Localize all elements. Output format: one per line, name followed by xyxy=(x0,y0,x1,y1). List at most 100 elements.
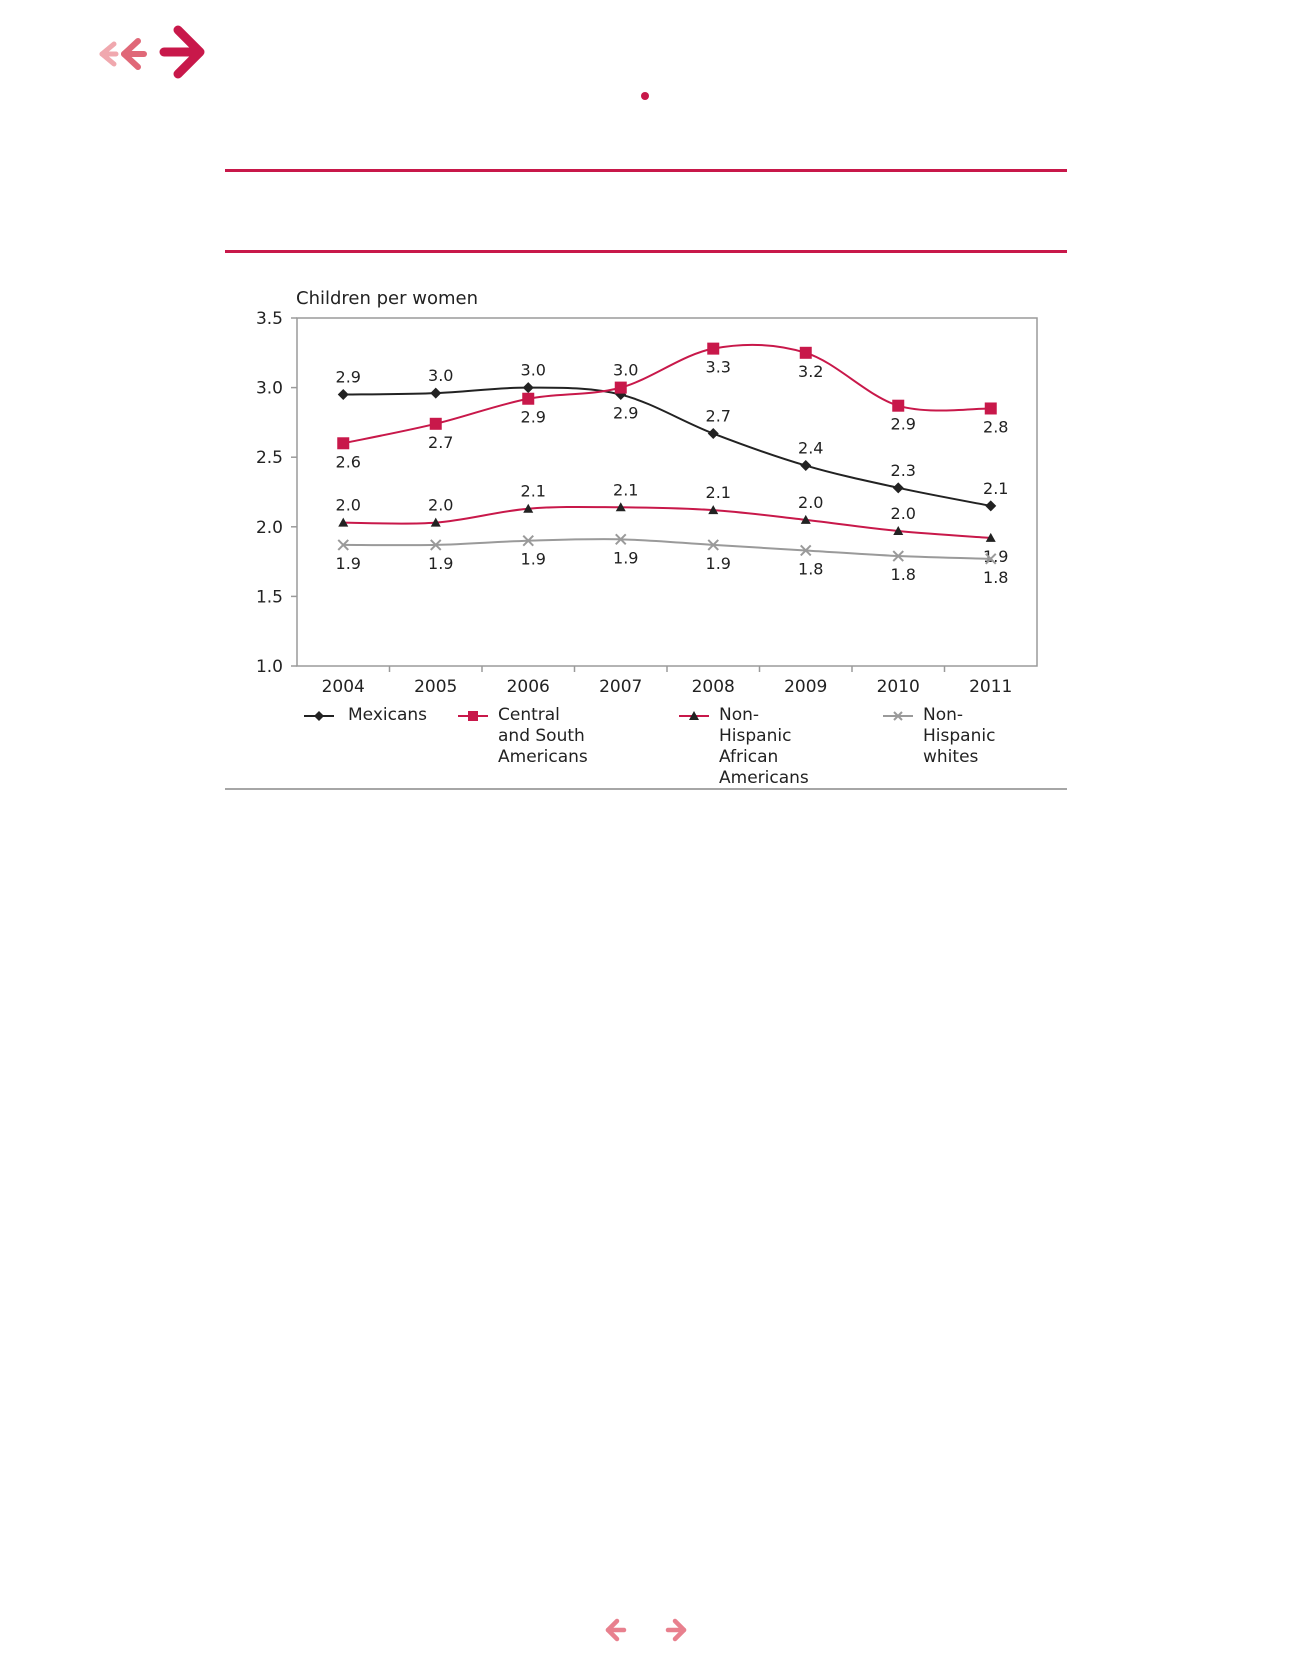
data-label: 2.0 xyxy=(336,496,361,515)
y-tick-label: 2.0 xyxy=(256,518,283,538)
data-label: 2.1 xyxy=(706,483,731,502)
data-label: 2.3 xyxy=(891,461,916,480)
data-point-diamond xyxy=(707,428,719,440)
data-point-square xyxy=(707,342,720,355)
data-label: 2.0 xyxy=(428,496,453,515)
data-label: 2.1 xyxy=(983,479,1008,498)
data-label: 2.7 xyxy=(706,407,731,426)
data-label: 2.0 xyxy=(891,504,916,523)
x-axis: 2004 2005 2006 2007 2008 2009 2010 2011 xyxy=(322,666,1012,697)
arrow-right-icon[interactable] xyxy=(662,1615,692,1645)
y-tick-label: 2.5 xyxy=(256,448,283,468)
data-point-square xyxy=(337,437,350,450)
data-label: 1.8 xyxy=(891,565,916,584)
data-point-triangle xyxy=(708,505,719,515)
data-label: 2.8 xyxy=(983,417,1008,436)
data-point-diamond xyxy=(985,500,997,512)
x-tick-label: 2007 xyxy=(599,677,642,697)
x-tick-label: 2008 xyxy=(692,677,735,697)
series-line xyxy=(343,538,991,560)
legend-key-triangle xyxy=(679,711,709,720)
data-point-diamond xyxy=(522,382,534,394)
data-point-square xyxy=(429,417,442,430)
data-point-triangle xyxy=(338,517,349,527)
data-point-square xyxy=(799,346,812,359)
series-line xyxy=(343,343,991,445)
data-label: 2.1 xyxy=(613,480,638,499)
data-point-square xyxy=(892,399,905,412)
data-label: 3.0 xyxy=(428,366,453,385)
data-point-square xyxy=(614,381,627,394)
data-point-triangle xyxy=(893,525,904,535)
y-tick-label: 3.5 xyxy=(256,309,283,329)
x-tick-label: 2010 xyxy=(877,677,920,697)
data-label: 3.0 xyxy=(521,361,546,380)
data-label: 1.8 xyxy=(983,568,1008,587)
data-point-x xyxy=(615,533,627,546)
x-tick-label: 2005 xyxy=(414,677,457,697)
chart-bottom-rule xyxy=(225,788,1067,790)
data-point-triangle xyxy=(523,503,534,513)
legend-key-square xyxy=(458,711,488,721)
data-point-triangle xyxy=(985,532,996,542)
data-point-diamond xyxy=(430,387,442,399)
data-label: 1.9 xyxy=(336,554,361,573)
line-chart: Children per women 1.0 1.5 2.0 2.5 3.0 3.5 20… xyxy=(256,288,1038,697)
bullet-dot xyxy=(641,92,649,100)
data-point-square xyxy=(984,402,997,415)
data-point-x xyxy=(985,553,997,565)
data-label: 2.9 xyxy=(891,415,916,434)
data-label: 1.9 xyxy=(521,550,546,569)
title-bottom-rule xyxy=(225,250,1067,253)
data-label: 2.9 xyxy=(521,408,546,427)
data-label: 2.9 xyxy=(613,404,638,423)
data-point-diamond xyxy=(800,460,812,472)
x-tick-label: 2009 xyxy=(784,677,827,697)
legend-label-central-south-americans: Central and South Americans xyxy=(498,705,588,767)
data-label: 3.3 xyxy=(706,358,731,377)
data-point-x xyxy=(337,539,349,551)
data-point-triangle xyxy=(430,517,441,527)
series-line xyxy=(343,505,991,539)
x-tick-label: 2004 xyxy=(322,677,365,697)
data-label: 1.9 xyxy=(613,548,638,567)
data-label: 2.4 xyxy=(798,439,823,458)
data-label: 2.6 xyxy=(336,452,361,471)
legend-label-african-americans: Non-Hispanic African Americans xyxy=(719,705,809,788)
plot-frame xyxy=(296,317,1038,667)
y-axis: 1.0 1.5 2.0 2.5 3.0 3.5 xyxy=(256,309,297,677)
series-central-and-south-americans: 2.6 2.7 2.9 3.0 3.3 3.2 2.9 2.8 xyxy=(336,342,1008,471)
header-nav xyxy=(92,24,212,84)
legend-key-x xyxy=(883,711,913,721)
y-tick-label: 1.5 xyxy=(256,587,283,607)
legend-key-diamond xyxy=(304,711,334,721)
series-non-hispanic-african-americans: 2.0 2.0 2.1 2.1 2.1 2.0 2.0 1.9 xyxy=(336,480,1009,566)
data-point-x xyxy=(522,535,534,547)
data-point-x xyxy=(707,539,719,551)
data-label: 2.9 xyxy=(336,368,361,387)
title-top-rule xyxy=(225,169,1067,172)
data-label: 2.1 xyxy=(521,482,546,501)
legend-label-mexicans: Mexicans xyxy=(348,705,428,725)
data-label: 2.7 xyxy=(428,433,453,452)
data-point-diamond xyxy=(337,389,349,401)
data-point-square xyxy=(522,392,535,405)
x-tick-label: 2006 xyxy=(507,677,550,697)
triple-right-arrows-icon[interactable] xyxy=(92,24,212,84)
y-tick-label: 1.0 xyxy=(256,657,283,677)
data-point-x xyxy=(800,544,812,557)
series-mexicans: 2.9 3.0 3.0 2.9 2.7 2.4 2.3 2.1 xyxy=(336,361,1008,512)
data-point-x xyxy=(430,539,442,551)
data-point-triangle xyxy=(800,514,811,524)
data-label: 3.0 xyxy=(613,361,638,380)
data-label: 1.8 xyxy=(798,559,823,578)
series-layer: 2.9 3.0 3.0 2.9 2.7 2.4 2.3 2.1 2.6 2.7 2.9 3.0 3.3 3… xyxy=(336,342,1009,587)
data-point-diamond xyxy=(892,482,904,494)
data-point-x xyxy=(892,550,904,562)
data-label: 3.2 xyxy=(798,362,823,381)
legend-label-whites: Non-Hispanic whites xyxy=(923,705,996,767)
y-tick-label: 3.0 xyxy=(256,379,283,399)
data-point-triangle xyxy=(615,502,626,512)
arrow-left-icon[interactable] xyxy=(600,1615,630,1645)
data-label: 1.9 xyxy=(706,554,731,573)
